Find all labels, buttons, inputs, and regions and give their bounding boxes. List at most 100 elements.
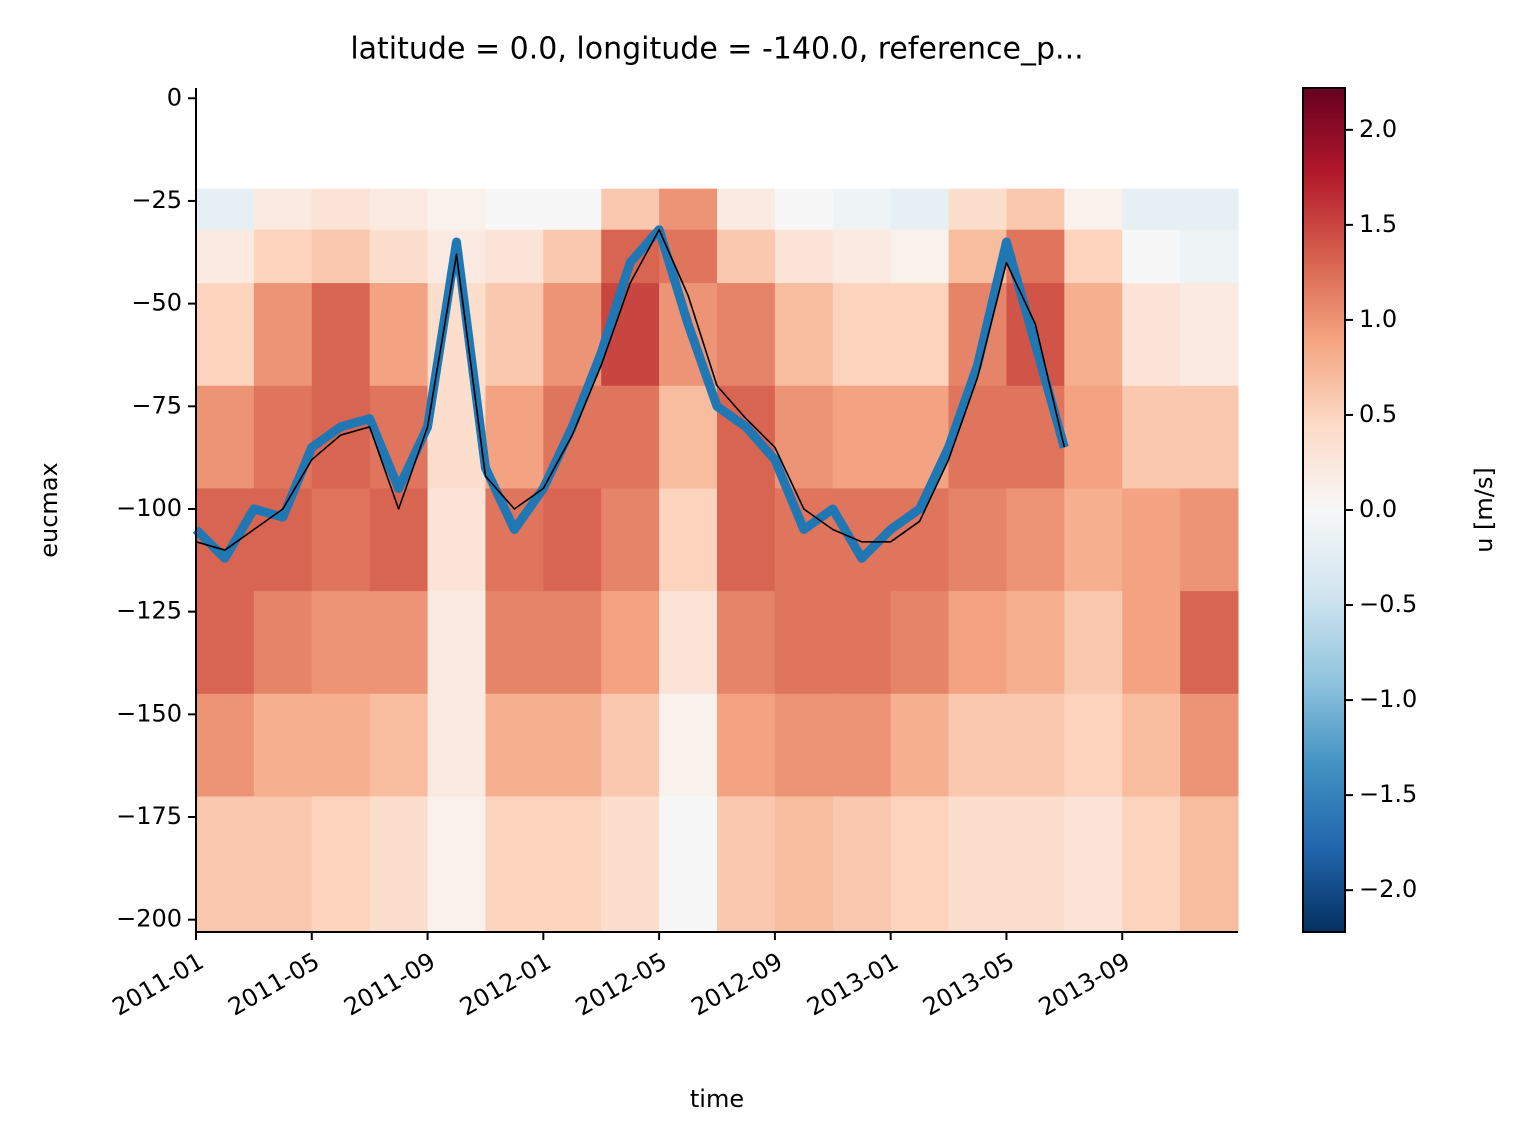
heatmap-cell	[485, 385, 544, 489]
heatmap-cell	[1006, 796, 1065, 933]
heatmap-cell	[543, 591, 602, 695]
x-tick-label: 2012-01	[455, 947, 556, 1021]
heatmap-cell	[427, 488, 486, 592]
heatmap-cell	[948, 796, 1007, 933]
heatmap-cell	[311, 188, 371, 231]
heatmap-cell	[1064, 385, 1123, 489]
heatmap-cell	[1064, 488, 1123, 592]
heatmap-cell	[311, 488, 371, 592]
heatmap-cell	[659, 693, 718, 797]
colorbar-tick-label: −1.0	[1359, 685, 1417, 713]
heatmap-cell	[369, 283, 429, 387]
heatmap-cell	[774, 693, 834, 797]
x-tick-label: 2011-01	[108, 947, 209, 1021]
heatmap-cell	[890, 188, 950, 231]
heatmap-cell	[543, 188, 602, 231]
heatmap-cell	[1122, 693, 1181, 797]
heatmap-cell	[832, 283, 892, 387]
heatmap-cell	[427, 591, 486, 695]
heatmap-cell	[253, 796, 313, 933]
heatmap-cell	[774, 591, 834, 695]
heatmap-cell	[1064, 796, 1123, 933]
heatmap-cell	[717, 385, 776, 489]
heatmap-cell	[1122, 229, 1181, 284]
heatmap-cell	[774, 488, 834, 592]
heatmap-cell	[485, 283, 544, 387]
heatmap-cell	[659, 796, 718, 933]
heatmap-cell	[1122, 283, 1181, 387]
heatmap-cell	[196, 796, 255, 933]
heatmap-cell	[601, 488, 660, 592]
y-tick-label: −50	[131, 289, 182, 317]
colorbar-tick-label: −0.5	[1359, 590, 1417, 618]
heatmap-cell	[717, 796, 776, 933]
heatmap-cell	[1180, 188, 1239, 231]
y-tick-label: −100	[116, 494, 182, 522]
heatmap-cell	[948, 385, 1007, 489]
colorbar-tick-label: 2.0	[1359, 115, 1397, 143]
heatmap-cell	[890, 591, 950, 695]
heatmap-cell	[427, 693, 486, 797]
heatmap-cell	[1064, 229, 1123, 284]
colorbar-tick-label: 0.5	[1359, 400, 1397, 428]
heatmap-cell	[601, 693, 660, 797]
colorbar-tick-label: 0.0	[1359, 495, 1397, 523]
heatmap-cell	[196, 229, 255, 284]
heatmap-cell	[543, 693, 602, 797]
heatmap-cell	[196, 591, 255, 695]
heatmap-cell	[369, 591, 429, 695]
heatmap-cell	[601, 796, 660, 933]
heatmap-cell	[253, 283, 313, 387]
heatmap-cell	[485, 591, 544, 695]
heatmap-cell	[196, 385, 255, 489]
heatmap-cell	[311, 693, 371, 797]
heatmap-cell	[717, 488, 776, 592]
heatmap-cell	[948, 693, 1007, 797]
heatmap-cell	[1006, 488, 1065, 592]
heatmap-cell	[948, 591, 1007, 695]
heatmap-cell	[1122, 591, 1181, 695]
heatmap-cell	[253, 229, 313, 284]
heatmap-cell	[1122, 188, 1181, 231]
heatmap-cell	[369, 796, 429, 933]
heatmap-cell	[774, 796, 834, 933]
y-tick-label: −75	[131, 391, 182, 419]
heatmap-cell	[427, 796, 486, 933]
colorbar-tick-label: −2.0	[1359, 875, 1417, 903]
heatmap-cell	[832, 796, 892, 933]
heatmap-cell	[659, 591, 718, 695]
heatmap-cell	[832, 385, 892, 489]
heatmap-cell	[717, 283, 776, 387]
heatmap-cell	[1180, 488, 1239, 592]
colorbar-tick-label: 1.0	[1359, 305, 1397, 333]
y-tick-label: −150	[116, 699, 182, 727]
heatmap-cell	[485, 796, 544, 933]
x-tick-label: 2011-05	[223, 947, 324, 1021]
colorbar-label: u [m/s]	[1470, 467, 1498, 553]
heatmap-cell	[948, 188, 1007, 231]
heatmap-cell	[1006, 385, 1065, 489]
heatmap-cell	[311, 283, 371, 387]
x-tick-label: 2013-01	[802, 947, 903, 1021]
heatmap-cell	[1122, 385, 1181, 489]
heatmap-cell	[253, 693, 313, 797]
heatmap-cell	[832, 188, 892, 231]
heatmap-cell	[659, 385, 718, 489]
heatmap-cell	[253, 591, 313, 695]
x-tick-label: 2013-09	[1034, 947, 1135, 1021]
heatmap-cell	[196, 693, 255, 797]
heatmap-cell	[543, 229, 602, 284]
y-tick-label: −125	[116, 597, 182, 625]
x-tick-label: 2012-05	[571, 947, 672, 1021]
line	[195, 228, 1066, 551]
heatmap-cell	[369, 188, 429, 231]
heatmap-cell	[1180, 283, 1239, 387]
heatmap-cell	[601, 188, 660, 231]
heatmap-cell	[1180, 693, 1239, 797]
heatmap-cell	[369, 488, 429, 592]
heatmap-cell	[1006, 188, 1065, 231]
heatmap-cell	[717, 591, 776, 695]
heatmap-cell	[311, 591, 371, 695]
heatmap-cell	[1180, 385, 1239, 489]
